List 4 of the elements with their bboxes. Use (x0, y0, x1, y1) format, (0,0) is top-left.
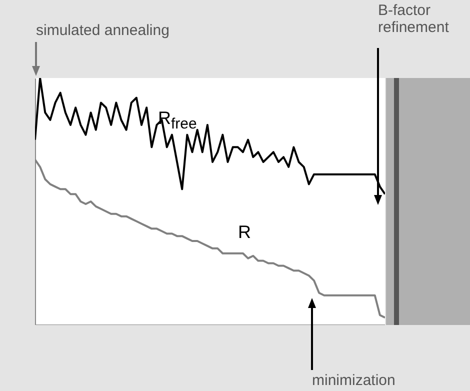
series-label: R (238, 222, 251, 243)
text: simulated annealing (36, 22, 170, 39)
text: B-factor refinement (378, 2, 450, 36)
text: minimization (312, 372, 396, 389)
